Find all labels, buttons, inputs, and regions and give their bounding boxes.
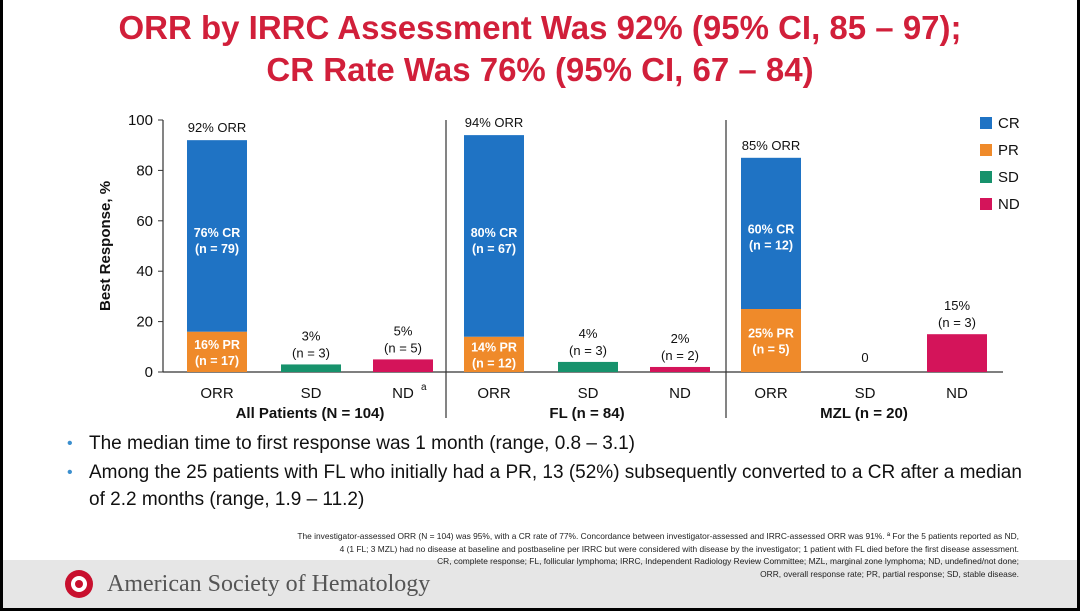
segment-count-label: (n = 12) [472, 356, 516, 370]
y-tick-label: 100 [128, 112, 153, 129]
category-label: ND [392, 385, 414, 402]
bullet-item: • The median time to first response was … [67, 430, 1027, 457]
bar-segment-nd [373, 359, 433, 372]
bar-segment-sd [558, 361, 618, 372]
segment-label: 80% CR [471, 226, 518, 240]
segment-count-label: (n = 5) [752, 343, 789, 357]
bullet-list: • The median time to first response was … [67, 430, 1027, 515]
legend-label: ND [998, 196, 1020, 213]
bar-segment-cr [464, 135, 524, 337]
bar-top-count: (n = 3) [938, 315, 976, 330]
y-tick-label: 80 [136, 162, 153, 179]
group-label: FL (n = 84) [549, 405, 624, 422]
segment-label: 14% PR [471, 340, 517, 354]
bar-top-label: 5% [394, 323, 413, 338]
segment-label: 60% CR [748, 222, 795, 236]
footnote-line: 4 (1 FL; 3 MZL) had no disease at baseli… [339, 543, 1019, 554]
bar-segment-cr [187, 140, 247, 332]
footnote-line: The investigator-assessed ORR (N = 104) … [297, 531, 1019, 541]
footnote-line: ORR, overall response rate; PR, partial … [760, 568, 1019, 579]
slide: ORR by IRRC Assessment Was 92% (95% CI, … [3, 0, 1077, 608]
bullet-text: The median time to first response was 1 … [89, 433, 635, 454]
society-name: American Society of Hematology [107, 571, 431, 597]
bar-top-label: 15% [944, 298, 970, 313]
category-label: ND [946, 385, 968, 402]
bar-top-label: 3% [302, 328, 321, 343]
response-chart: 0 20 40 60 80 100 Best Response, % 16% PR (n = 1… [97, 112, 1020, 422]
segment-count-label: (n = 79) [195, 242, 239, 256]
bar-top-label: 85% ORR [742, 138, 801, 153]
y-axis-title: Best Response, % [97, 181, 114, 311]
bar-segment-pr [464, 336, 524, 372]
ash-logo-icon [65, 570, 93, 598]
bar-top-label: 4% [579, 326, 598, 341]
legend-swatch-pr [980, 144, 992, 156]
segment-count-label: (n = 67) [472, 242, 516, 256]
bar-segment-nd [927, 334, 987, 372]
group-label: MZL (n = 20) [820, 405, 908, 422]
bar-segment-pr [741, 309, 801, 372]
segment-label: 25% PR [748, 327, 794, 341]
bullet-text: Among the 25 patients with FL who initia… [89, 462, 1022, 510]
y-tick-label: 0 [145, 364, 153, 381]
footnote: The investigator-assessed ORR (N = 104) … [99, 530, 1019, 580]
bar-top-label: 94% ORR [465, 115, 524, 130]
bullet-marker: • [67, 464, 73, 481]
y-tick-label: 40 [136, 263, 153, 280]
footer-bar [3, 560, 1077, 608]
segment-label: 16% PR [194, 338, 240, 352]
y-tick-label: 60 [136, 213, 153, 230]
category-label: ND [669, 385, 691, 402]
category-label: ORR [754, 385, 788, 402]
slide-title-line-2: CR Rate Was 76% (95% CI, 67 – 84) [266, 51, 814, 88]
category-label: SD [578, 385, 599, 402]
group-label: All Patients (N = 104) [236, 405, 385, 422]
segment-count-label: (n = 17) [195, 354, 239, 368]
slide-title-line-1: ORR by IRRC Assessment Was 92% (95% CI, … [118, 9, 962, 46]
bar-top-count: (n = 2) [661, 348, 699, 363]
bar-segment-nd [650, 366, 710, 372]
category-label: ORR [477, 385, 511, 402]
legend-label: SD [998, 169, 1019, 186]
category-superscript: a [421, 382, 427, 393]
bar-segment-sd [281, 364, 341, 372]
legend-label: CR [998, 115, 1020, 132]
bullet-item: • Among the 25 patients with FL who init… [67, 459, 1027, 513]
category-label: ORR [200, 385, 234, 402]
legend-swatch-cr [980, 117, 992, 129]
legend-label: PR [998, 142, 1019, 159]
bar-top-count: (n = 5) [384, 340, 422, 355]
segment-count-label: (n = 12) [749, 238, 793, 252]
bullet-marker: • [67, 435, 73, 452]
bar-top-label: 2% [671, 331, 690, 346]
footnote-line: CR, complete response; FL, follicular ly… [437, 556, 1019, 566]
legend-swatch-sd [980, 171, 992, 183]
bar-top-count: (n = 3) [292, 345, 330, 360]
category-label: SD [855, 385, 876, 402]
bar-top-label: 0 [861, 350, 868, 365]
category-label: SD [301, 385, 322, 402]
segment-label: 76% CR [194, 226, 241, 240]
bar-top-count: (n = 3) [569, 343, 607, 358]
bar-top-label: 92% ORR [188, 120, 247, 135]
y-tick-label: 20 [136, 314, 153, 331]
bar-segment-cr [741, 157, 801, 309]
legend-swatch-nd [980, 198, 992, 210]
bar-segment-pr [187, 331, 247, 372]
